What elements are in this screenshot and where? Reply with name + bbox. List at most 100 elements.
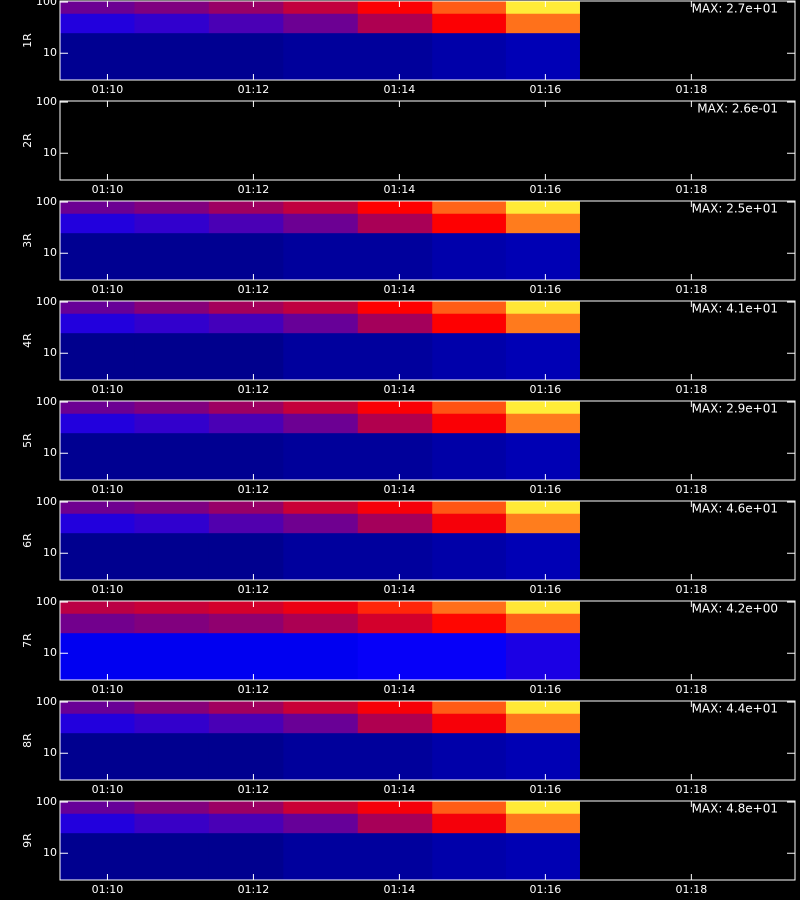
heatmap-cell — [283, 101, 359, 114]
heatmap-cell — [283, 13, 359, 34]
heatmap-cell — [60, 713, 135, 734]
heatmap-cell — [505, 332, 580, 381]
heatmap-cell — [283, 113, 359, 134]
heatmap-cell — [432, 513, 507, 534]
heatmap-cell — [208, 532, 284, 581]
heatmap-cell — [357, 701, 433, 714]
heatmap-cell — [505, 32, 580, 81]
heatmap-cell — [134, 1, 210, 14]
plot-frame — [59, 0, 796, 81]
max-label: MAX: 4.4e+01 — [692, 702, 778, 716]
heatmap-cell — [357, 213, 433, 234]
heatmap-cell — [432, 113, 507, 134]
heatmap-cell — [134, 701, 210, 714]
heatmap-cell — [357, 732, 433, 781]
y-axis-label: 9R — [21, 833, 34, 848]
heatmap-cell — [432, 832, 507, 881]
heatmap-cell — [432, 701, 507, 714]
x-tick-label: 01:10 — [92, 483, 124, 496]
heatmap-cell — [60, 532, 135, 581]
heatmap-cell — [208, 501, 284, 514]
y-axis-label: 7R — [21, 633, 34, 648]
heatmap-cell — [357, 713, 433, 734]
heatmap-cell — [505, 501, 580, 514]
x-tick-label: 01:16 — [530, 183, 562, 196]
heatmap-cell — [432, 501, 507, 514]
heatmap-cell — [505, 601, 580, 614]
heatmap-cell — [283, 413, 359, 434]
x-tick-label: 01:18 — [676, 483, 708, 496]
heatmap-cell — [283, 232, 359, 281]
heatmap-cell — [134, 413, 210, 434]
heatmap-cell — [134, 732, 210, 781]
heatmap-cell — [432, 213, 507, 234]
heatmap-cell — [60, 701, 135, 714]
heatmap-cell — [208, 213, 284, 234]
y-axis-label: 1R — [21, 33, 34, 48]
y-axis-label: 4R — [21, 333, 34, 348]
heatmap-cell — [505, 801, 580, 814]
heatmap-cell — [505, 732, 580, 781]
heatmap-cell — [60, 101, 135, 114]
x-tick-label: 01:14 — [384, 283, 416, 296]
heatmap-cell — [208, 713, 284, 734]
y-tick-label: 100 — [36, 595, 57, 608]
y-tick-label: 10 — [43, 246, 57, 259]
heatmap-cell — [357, 501, 433, 514]
heatmap-cell — [208, 813, 284, 834]
heatmap-cell — [134, 332, 210, 381]
y-tick-label: 10 — [43, 46, 57, 59]
x-tick-label: 01:16 — [530, 83, 562, 96]
heatmap-cell — [134, 113, 210, 134]
heatmap-cell — [283, 1, 359, 14]
y-tick-label: 10 — [43, 746, 57, 759]
heatmap-cell — [505, 101, 580, 114]
heatmap-cell — [505, 713, 580, 734]
x-tick-label: 01:16 — [530, 383, 562, 396]
x-tick-label: 01:14 — [384, 883, 416, 896]
heatmap-cell — [134, 101, 210, 114]
heatmap-cell — [505, 201, 580, 214]
heatmap-cell — [283, 713, 359, 734]
x-tick-label: 01:10 — [92, 383, 124, 396]
x-tick-label: 01:18 — [676, 83, 708, 96]
heatmap-cell — [283, 32, 359, 81]
x-tick-label: 01:16 — [530, 283, 562, 296]
x-tick-label: 01:12 — [238, 483, 270, 496]
heatmap-cell — [357, 332, 433, 381]
heatmap-cell — [505, 513, 580, 534]
heatmap-cell — [60, 132, 135, 181]
heatmap-cell — [432, 801, 507, 814]
x-tick-label: 01:12 — [238, 583, 270, 596]
heatmap-cell — [505, 701, 580, 714]
heatmap-cell — [60, 1, 135, 14]
x-tick-label: 01:12 — [238, 783, 270, 796]
heatmap-cell — [208, 313, 284, 334]
heatmap-cell — [208, 113, 284, 134]
heatmap-cell — [505, 813, 580, 834]
y-tick-label: 10 — [43, 646, 57, 659]
heatmap-cell — [357, 201, 433, 214]
heatmap-cell — [505, 213, 580, 234]
plot-frame — [59, 500, 796, 581]
heatmap-cell — [208, 13, 284, 34]
heatmap-cell — [60, 332, 135, 381]
heatmap-cell — [208, 701, 284, 714]
max-label: MAX: 4.2e+00 — [692, 602, 778, 616]
heatmap-cell — [60, 413, 135, 434]
max-label: MAX: 4.1e+01 — [692, 302, 778, 316]
x-tick-label: 01:14 — [384, 183, 416, 196]
heatmap-cell — [208, 613, 284, 634]
heatmap-cell — [357, 401, 433, 414]
max-label: MAX: 4.6e+01 — [692, 502, 778, 516]
heatmap-cell — [505, 1, 580, 14]
heatmap-cell — [432, 632, 507, 681]
heatmap-cell — [208, 513, 284, 534]
heatmap-cell — [134, 301, 210, 314]
heatmap-cell — [134, 813, 210, 834]
heatmap-cell — [208, 201, 284, 214]
heatmap-cell — [283, 313, 359, 334]
heatmap-cell — [283, 213, 359, 234]
heatmap-cell — [432, 301, 507, 314]
